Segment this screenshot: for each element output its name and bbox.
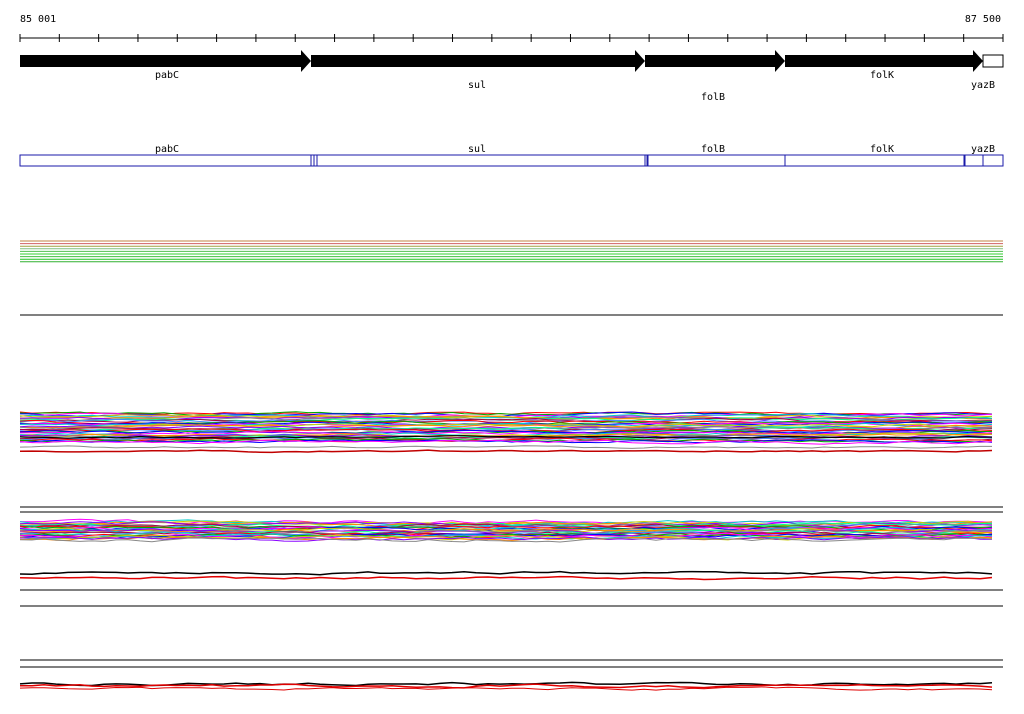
feature-box [310, 154, 646, 167]
gene-label: folB [701, 92, 725, 103]
gene-arrow [645, 50, 785, 72]
gene-label: sul [468, 80, 486, 91]
feature-label: yazB [971, 144, 995, 155]
feature-box [19, 154, 312, 167]
feature-box [982, 154, 1004, 167]
coverage-line [20, 439, 993, 444]
feature-label: folB [701, 144, 725, 155]
feature-box [644, 154, 786, 167]
gene-arrow [311, 50, 645, 72]
feature-box [784, 154, 984, 167]
coverage-line [19, 439, 993, 445]
coverage-line [19, 686, 993, 691]
feature-label: pabC [155, 144, 179, 155]
coverage-line [19, 433, 993, 438]
coverage-line [19, 570, 993, 576]
coverage-line [19, 537, 993, 543]
coverage-line [19, 428, 993, 433]
gene-box [982, 54, 1004, 68]
coverage-line [19, 431, 993, 436]
coverage-line [19, 575, 993, 581]
coverage-line [19, 449, 993, 454]
coverage-line [19, 425, 993, 430]
gene-label: yazB [971, 80, 995, 91]
ruler-end: 87 500 [965, 14, 1001, 25]
gene-arrow [785, 50, 983, 72]
coverage-line [19, 681, 993, 687]
coverage-line [19, 532, 993, 538]
coverage-line [19, 535, 993, 542]
coverage-line [19, 445, 992, 449]
gene-arrow [20, 50, 311, 72]
coverage-line [20, 683, 993, 689]
feature-label: sul [468, 144, 486, 155]
feature-label: folK [870, 144, 894, 155]
gene-label: pabC [155, 70, 179, 81]
coverage-line [19, 435, 992, 439]
gene-label: folK [870, 70, 894, 81]
ruler-start: 85 001 [20, 14, 56, 25]
